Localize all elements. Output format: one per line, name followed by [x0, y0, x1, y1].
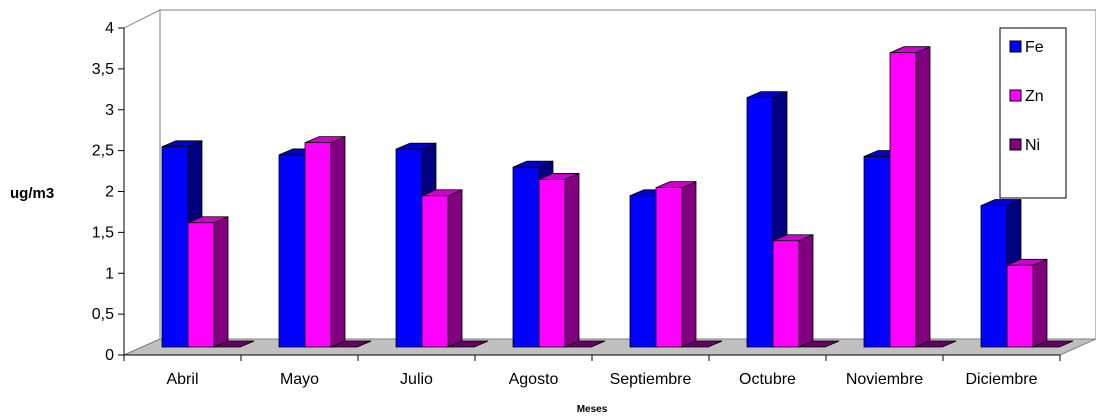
bar — [304, 136, 346, 348]
bar — [187, 216, 229, 348]
bar-top — [330, 340, 372, 348]
y-tick-label: 2 — [105, 184, 114, 201]
y-axis-title: ug/m3 — [10, 185, 54, 202]
bar-top — [915, 340, 957, 348]
bar-side — [213, 216, 229, 348]
y-ticks: 0 0,5 1 1,5 2 2,5 3 3,5 4 — [92, 20, 124, 364]
bar-front — [863, 156, 891, 348]
x-tick-label: Julio — [400, 371, 433, 388]
y-tick-label: 3,5 — [92, 61, 114, 78]
bar-side — [798, 234, 814, 348]
y-tick-label: 1 — [105, 265, 114, 282]
legend-label: Zn — [1025, 88, 1044, 105]
bar-side — [564, 172, 580, 348]
x-axis-title: Meses — [577, 404, 608, 415]
bar-front — [395, 148, 423, 348]
x-ticks: Abril Mayo Julio Agosto Septiembre Octubre Nov… — [123, 355, 1061, 388]
y-tick-label: 0 — [105, 347, 114, 364]
bar — [1032, 340, 1074, 348]
bar-front — [1006, 264, 1034, 348]
y-tick-label: 4 — [105, 20, 114, 37]
chart-walls — [123, 9, 1096, 356]
legend-label: Fe — [1025, 39, 1044, 56]
x-tick-label: Abril — [166, 371, 198, 388]
x-tick-label: Agosto — [509, 371, 559, 388]
bar-side — [681, 180, 697, 348]
bar-front — [187, 222, 215, 348]
legend-swatch — [1009, 40, 1022, 53]
bar — [798, 340, 840, 348]
bar — [915, 340, 957, 348]
bar-front — [304, 142, 332, 348]
bar-side — [915, 46, 931, 348]
legend-swatch — [1009, 89, 1022, 102]
bar-top — [798, 340, 840, 348]
bar-top — [1032, 340, 1074, 348]
bar-front — [538, 179, 566, 348]
bar-front — [278, 154, 306, 348]
bar-side — [1032, 258, 1048, 348]
bar — [681, 340, 723, 348]
bars — [161, 46, 1074, 348]
bar — [564, 340, 606, 348]
x-tick-label: Octubre — [739, 371, 796, 388]
bar — [889, 46, 931, 348]
bar — [538, 172, 580, 348]
x-tick-label: Noviembre — [846, 371, 923, 388]
legend: Fe Zn Ni — [999, 27, 1067, 199]
y-tick-label: 3 — [105, 102, 114, 119]
bar — [1006, 258, 1048, 348]
x-tick-label: Septiembre — [610, 371, 692, 388]
bar-front — [512, 166, 540, 348]
bar-front — [629, 195, 657, 348]
y-tick-label: 0,5 — [92, 306, 114, 323]
x-tick-label: Mayo — [280, 371, 319, 388]
bar-side — [330, 136, 346, 348]
bar — [213, 340, 255, 348]
bar-front — [980, 205, 1008, 348]
bar — [772, 234, 814, 348]
bar-top — [447, 340, 489, 348]
bar-front — [889, 52, 917, 348]
bar-front — [746, 97, 774, 348]
bar — [655, 180, 697, 348]
bar-front — [161, 146, 189, 348]
bar-side — [447, 189, 463, 348]
bar-top — [213, 340, 255, 348]
legend-box — [999, 27, 1067, 199]
bar-top — [681, 340, 723, 348]
bar-top — [564, 340, 606, 348]
bar-front — [421, 195, 449, 348]
side-wall — [123, 9, 161, 356]
y-tick-label: 2,5 — [92, 143, 114, 160]
bar — [447, 340, 489, 348]
y-tick-label: 1,5 — [92, 224, 114, 241]
bar — [421, 189, 463, 348]
bar-front — [772, 240, 800, 348]
bar-front — [655, 187, 683, 348]
x-tick-label: Diciembre — [965, 371, 1037, 388]
legend-swatch — [1009, 138, 1022, 151]
bar — [330, 340, 372, 348]
legend-label: Ni — [1025, 137, 1040, 154]
